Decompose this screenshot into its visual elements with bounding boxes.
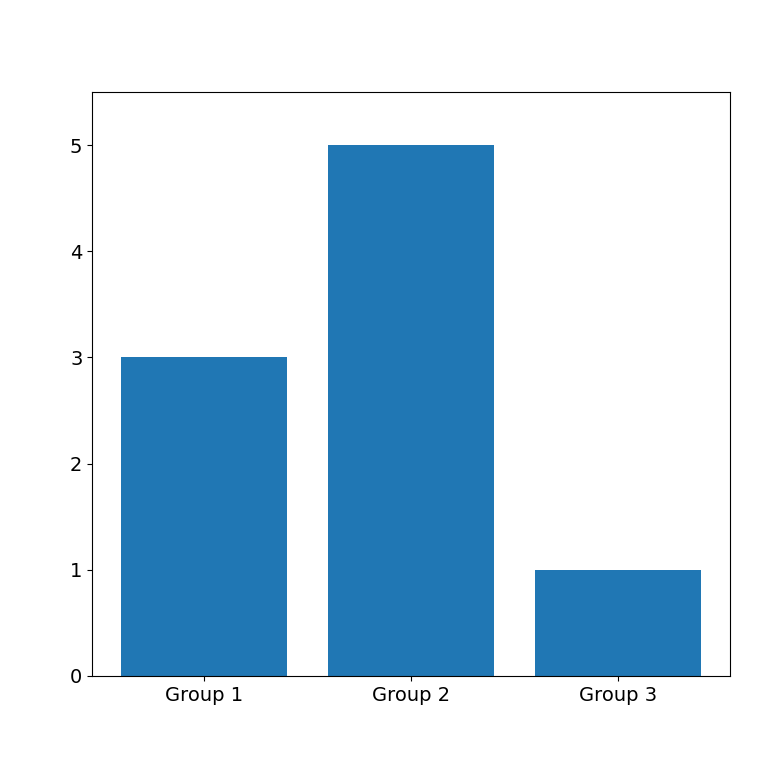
Bar	[121, 357, 286, 676]
Bar	[328, 145, 494, 676]
Bar	[535, 570, 700, 676]
